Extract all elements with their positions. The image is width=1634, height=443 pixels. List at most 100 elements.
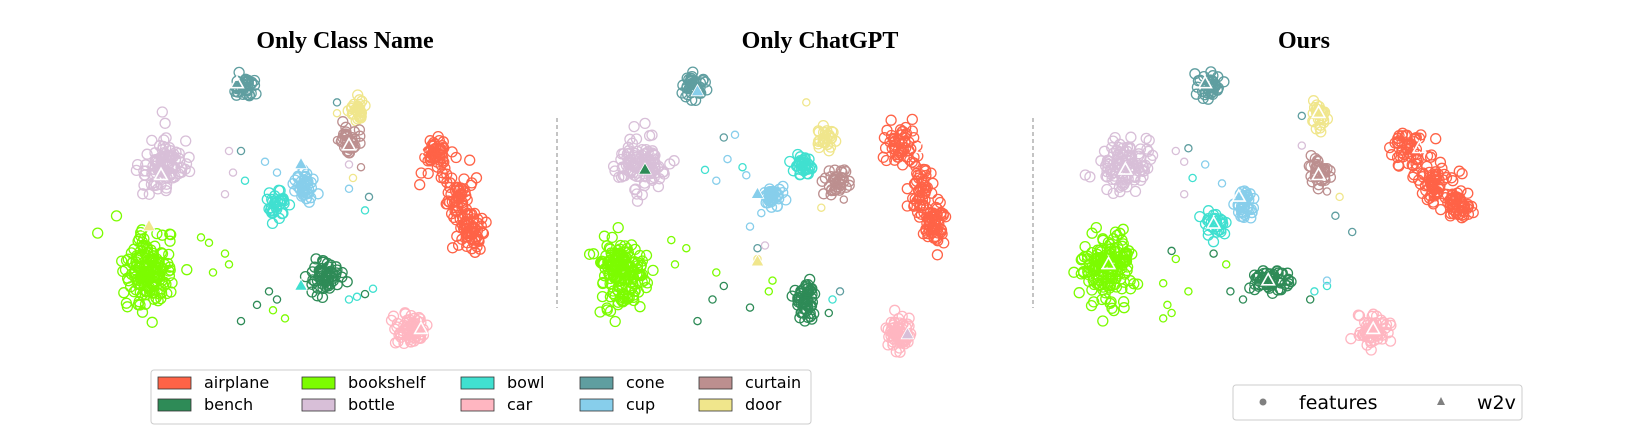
feature-point-cup	[312, 188, 324, 200]
feature-point-bottle	[639, 147, 652, 160]
feature-point-bottle	[1179, 157, 1189, 167]
feature-point-bookshelf	[1075, 268, 1087, 280]
feature-point-airplane	[911, 195, 923, 208]
feature-point-bench	[316, 291, 329, 304]
feature-point-bookshelf	[583, 248, 596, 260]
w2v-marker-bottle	[1117, 161, 1134, 175]
feature-point-airplane	[906, 125, 918, 137]
feature-point-bookshelf	[636, 276, 648, 288]
feature-point-door	[348, 173, 358, 183]
legend-label-cup: cup	[626, 395, 655, 414]
feature-point-cup	[1236, 210, 1249, 223]
feature-point-airplane	[448, 211, 460, 224]
feature-point-bottle	[1179, 189, 1189, 199]
feature-point-cone	[230, 89, 243, 101]
feature-point-cone	[1198, 70, 1210, 83]
feature-point-bottle	[183, 151, 195, 163]
feature-point-bottle	[622, 165, 634, 177]
w2v-marker-door	[1310, 104, 1327, 119]
feature-point-bookshelf	[606, 231, 618, 244]
feature-point-bookshelf	[640, 249, 653, 262]
feature-point-door	[817, 126, 830, 139]
class-legend: airplane bench bookshelf bottle bowl car cone c…	[150, 369, 812, 425]
feature-point-bookshelf	[141, 268, 153, 280]
feature-point-bench	[806, 282, 818, 295]
feature-point-cone	[236, 78, 249, 90]
feature-point-bookshelf	[1118, 302, 1130, 314]
w2v-marker-airplane	[914, 139, 931, 154]
feature-point-car	[406, 319, 419, 331]
feature-point-bookshelf	[1090, 253, 1102, 265]
feature-point-bottle	[1129, 185, 1142, 198]
feature-point-bench	[327, 272, 339, 284]
feature-point-bottle	[1095, 155, 1107, 167]
feature-point-airplane	[439, 162, 451, 174]
feature-point-bookshelf	[1088, 296, 1100, 308]
legend-label-bookshelf: bookshelf	[348, 373, 426, 392]
feature-point-cup	[1236, 206, 1248, 218]
feature-point-bottle	[1141, 143, 1153, 155]
feature-point-airplane	[464, 154, 476, 166]
feature-point-bookshelf	[122, 275, 135, 287]
feature-point-cone	[245, 77, 258, 90]
feature-point-cup	[777, 186, 789, 199]
feature-point-bookshelf	[164, 235, 176, 247]
feature-point-airplane	[456, 233, 468, 245]
feature-point-curtain	[340, 121, 352, 133]
w2v-marker-cone	[1197, 74, 1213, 89]
feature-point-cup	[299, 185, 311, 197]
feature-point-bookshelf	[1158, 314, 1168, 323]
feature-point-bowl	[1194, 210, 1206, 223]
feature-point-airplane	[457, 222, 470, 234]
feature-point-airplane	[881, 124, 893, 136]
w2v-marker-cup	[1231, 188, 1247, 202]
feature-point-bench	[317, 282, 329, 295]
marker-legend: features w2v	[1232, 384, 1523, 421]
feature-point-door	[354, 98, 366, 111]
feature-point-bowl	[1206, 220, 1218, 232]
feature-point-airplane	[1440, 171, 1453, 184]
feature-point-bench	[800, 296, 812, 309]
feature-point-bench	[1248, 283, 1261, 296]
feature-point-airplane	[932, 193, 944, 206]
w2v-legend-marker	[1437, 397, 1445, 405]
feature-point-bookshelf	[617, 249, 629, 262]
feature-point-cup	[272, 168, 282, 177]
feature-point-cone	[835, 287, 845, 296]
feature-point-bottle	[668, 155, 680, 167]
feature-point-bookshelf	[617, 296, 629, 308]
feature-point-bench	[306, 266, 319, 278]
feature-point-airplane	[906, 113, 918, 126]
feature-point-car	[1385, 319, 1397, 332]
feature-point-bottle	[623, 145, 635, 157]
feature-point-bookshelf	[1124, 283, 1137, 295]
feature-point-bottle	[228, 168, 238, 177]
feature-point-bench	[310, 253, 322, 265]
w2v-marker-car	[1365, 320, 1381, 335]
feature-point-cone	[236, 146, 246, 156]
feature-point-airplane	[1456, 168, 1468, 180]
feature-point-airplane	[1417, 167, 1429, 179]
feature-point-airplane	[1434, 156, 1447, 168]
feature-point-door	[812, 138, 824, 150]
w2v-marker-bench	[1260, 271, 1276, 286]
feature-point-bottle	[621, 151, 633, 163]
feature-point-bottle	[1297, 141, 1307, 150]
feature-point-airplane	[436, 142, 449, 154]
feature-point-curtain	[818, 188, 830, 200]
feature-point-bottle	[1135, 174, 1147, 186]
feature-point-airplane	[1453, 165, 1465, 177]
feature-point-bookshelf	[598, 230, 611, 242]
feature-point-bench	[800, 281, 812, 293]
feature-point-bottle	[1107, 187, 1119, 200]
features-legend-marker	[1259, 398, 1267, 406]
w2v-marker-bookshelf	[142, 218, 156, 232]
feature-point-airplane	[442, 195, 454, 207]
feature-point-bottle	[1110, 145, 1122, 157]
feature-point-bookshelf	[647, 264, 659, 277]
feature-point-bookshelf	[1099, 287, 1111, 299]
feature-point-airplane	[1406, 159, 1418, 171]
feature-point-cup	[260, 157, 270, 167]
feature-point-bench	[313, 264, 326, 277]
